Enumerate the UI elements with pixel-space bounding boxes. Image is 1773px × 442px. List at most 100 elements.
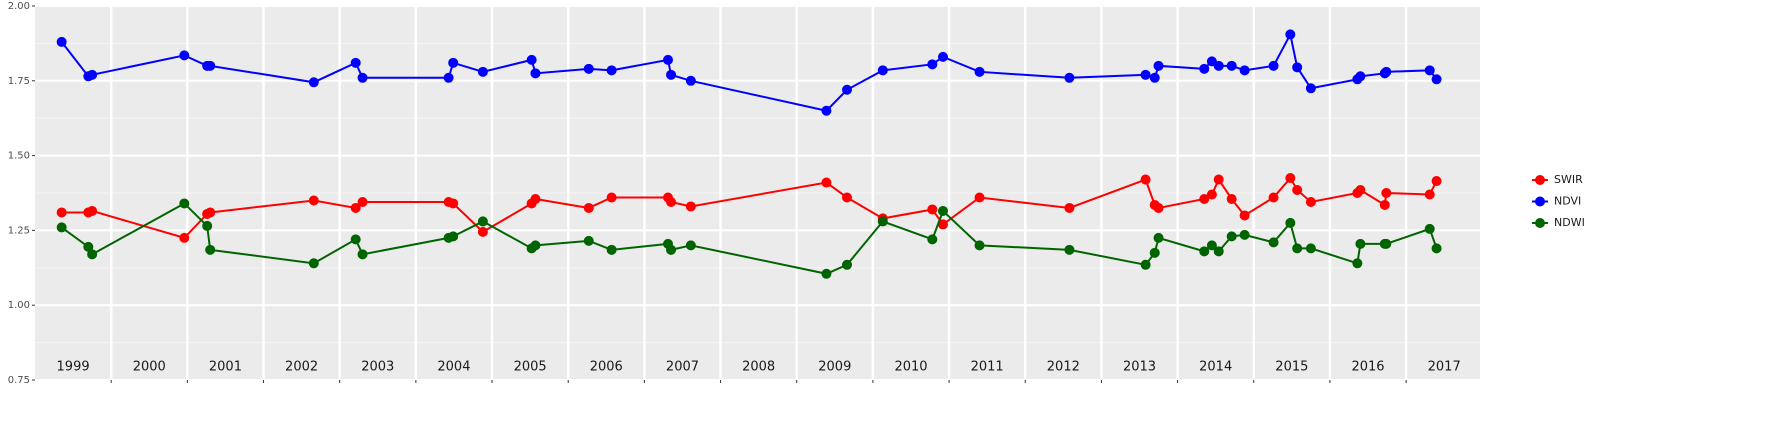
data-point <box>477 226 488 237</box>
data-point <box>1153 202 1164 213</box>
data-point <box>1226 231 1237 242</box>
data-point <box>87 205 98 216</box>
data-point <box>927 234 938 245</box>
data-point <box>179 232 190 243</box>
data-point <box>1355 185 1366 196</box>
x-tick-label: 2013 <box>1123 360 1156 375</box>
data-point <box>308 195 319 206</box>
data-point <box>666 244 677 255</box>
data-point <box>606 65 617 76</box>
data-point <box>927 59 938 70</box>
data-point <box>821 177 832 188</box>
x-tick-label: 2005 <box>514 360 547 375</box>
data-point <box>1292 243 1303 254</box>
data-point <box>350 202 361 213</box>
data-point <box>1226 60 1237 71</box>
data-point <box>1199 246 1210 257</box>
data-point <box>1140 259 1151 270</box>
data-point <box>1064 244 1075 255</box>
data-point <box>937 219 948 230</box>
data-point <box>974 192 985 203</box>
data-point <box>357 249 368 260</box>
data-point <box>685 75 696 86</box>
data-point <box>1268 237 1279 248</box>
x-tick-label: 2003 <box>361 360 394 375</box>
data-point <box>1431 243 1442 254</box>
x-tick-label: 2017 <box>1428 360 1461 375</box>
data-point <box>1292 62 1303 73</box>
data-point <box>56 36 67 47</box>
data-point <box>1268 60 1279 71</box>
data-point <box>1355 71 1366 82</box>
data-point <box>202 220 213 231</box>
data-point <box>530 240 541 251</box>
data-point <box>821 105 832 116</box>
data-point <box>1140 174 1151 185</box>
data-point <box>583 63 594 74</box>
x-tick-label: 2014 <box>1199 360 1232 375</box>
data-point <box>448 198 459 209</box>
x-tick-label: 2007 <box>666 360 699 375</box>
data-point <box>1239 210 1250 221</box>
data-point <box>685 201 696 212</box>
data-point <box>842 84 853 95</box>
data-point <box>350 57 361 68</box>
data-point <box>83 241 94 252</box>
legend-marker <box>1535 196 1545 207</box>
data-point <box>56 222 67 233</box>
data-point <box>205 244 216 255</box>
data-point <box>666 196 677 207</box>
x-tick-label: 2016 <box>1351 360 1384 375</box>
data-point <box>1424 223 1435 234</box>
data-point <box>477 216 488 227</box>
data-point <box>308 258 319 269</box>
data-point <box>821 268 832 279</box>
data-point <box>1379 199 1390 210</box>
data-point <box>1431 74 1442 85</box>
data-point <box>1305 196 1316 207</box>
data-point <box>937 51 948 62</box>
data-point <box>205 60 216 71</box>
data-point <box>1213 60 1224 71</box>
data-point <box>1064 72 1075 83</box>
data-point <box>308 77 319 88</box>
data-point <box>842 259 853 270</box>
data-point <box>1199 63 1210 74</box>
data-point <box>583 202 594 213</box>
x-tick-label: 2015 <box>1275 360 1308 375</box>
data-point <box>477 66 488 77</box>
data-point <box>1239 65 1250 76</box>
x-tick-label: 1999 <box>57 360 90 375</box>
data-point <box>1355 238 1366 249</box>
legend-label: NDWI <box>1554 216 1585 229</box>
legend-marker <box>1535 218 1545 228</box>
data-point <box>1206 240 1217 251</box>
data-point <box>877 65 888 76</box>
x-tick-label: 2000 <box>133 360 166 375</box>
data-point <box>87 249 98 260</box>
data-point <box>1285 217 1296 228</box>
data-point <box>443 72 454 83</box>
data-point <box>1199 193 1210 204</box>
data-point <box>937 205 948 216</box>
y-tick-label: 1.50 <box>8 151 30 162</box>
data-point <box>606 244 617 255</box>
data-point <box>583 235 594 246</box>
data-point <box>350 234 361 245</box>
data-point <box>448 231 459 242</box>
data-point <box>1213 246 1224 257</box>
data-point <box>666 69 677 80</box>
x-tick-label: 2001 <box>209 360 242 375</box>
x-tick-label: 2012 <box>1047 360 1080 375</box>
data-point <box>448 57 459 68</box>
data-point <box>87 69 98 80</box>
data-point <box>1431 176 1442 187</box>
x-tick-label: 2011 <box>971 360 1004 375</box>
data-point <box>877 216 888 227</box>
y-tick-label: 2.00 <box>8 1 30 12</box>
data-point <box>662 54 673 65</box>
legend-label: SWIR <box>1554 173 1583 186</box>
data-point <box>179 50 190 61</box>
data-point <box>530 193 541 204</box>
